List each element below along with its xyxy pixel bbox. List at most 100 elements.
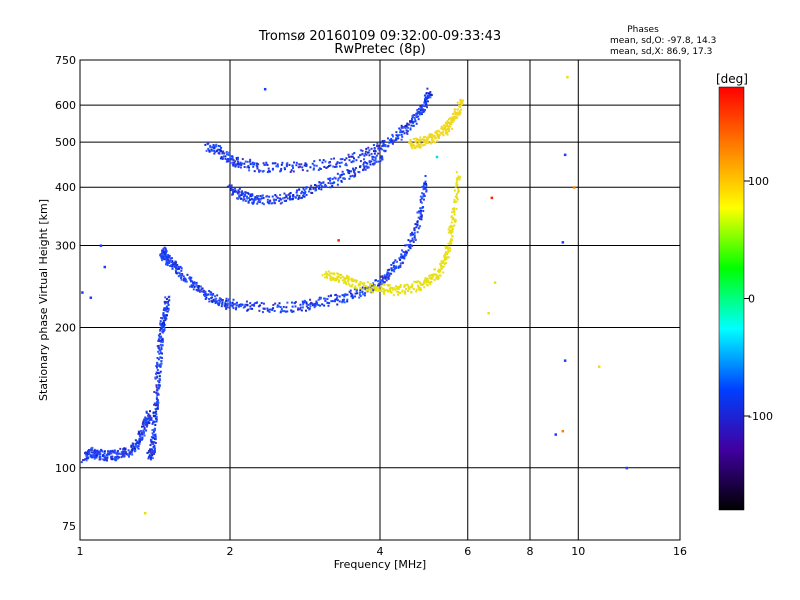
data-point: [271, 162, 274, 165]
data-point: [367, 289, 370, 292]
data-point: [362, 284, 365, 287]
data-point: [417, 115, 420, 118]
data-point: [290, 309, 293, 312]
data-point: [393, 261, 396, 264]
data-point: [131, 453, 134, 456]
data-point: [453, 200, 456, 203]
data-point: [238, 194, 241, 197]
data-point: [266, 307, 269, 310]
data-point: [370, 152, 373, 155]
data-point: [106, 453, 109, 456]
data-point: [457, 175, 460, 178]
data-point: [444, 245, 447, 248]
data-point: [420, 138, 423, 141]
data-point: [189, 285, 192, 288]
data-point: [127, 454, 130, 457]
data-point: [415, 288, 418, 291]
data-point: [326, 298, 329, 301]
data-point: [362, 163, 365, 166]
data-point: [354, 174, 357, 177]
data-point: [84, 452, 87, 455]
data-point: [127, 455, 130, 458]
data-point: [417, 107, 420, 110]
data-point: [419, 107, 422, 110]
data-point: [174, 269, 177, 272]
data-point: [369, 282, 372, 285]
data-point: [288, 197, 291, 200]
data-point: [451, 229, 454, 232]
data-point: [431, 277, 434, 280]
data-point: [246, 166, 249, 169]
data-point: [364, 292, 367, 295]
data-point: [388, 268, 391, 271]
data-point: [330, 278, 333, 281]
data-point: [161, 339, 164, 342]
data-point: [225, 151, 228, 154]
data-point: [387, 272, 390, 275]
data-point: [391, 139, 394, 142]
data-point: [152, 442, 155, 445]
data-point: [422, 195, 425, 198]
data-point: [400, 256, 403, 259]
data-point: [323, 273, 326, 276]
data-point: [420, 214, 423, 217]
data-point: [329, 294, 332, 297]
data-point: [247, 308, 250, 311]
data-point: [405, 288, 408, 291]
data-point: [125, 451, 128, 454]
data-point: [338, 300, 341, 303]
data-point: [101, 455, 104, 458]
data-point: [403, 132, 406, 135]
series-o-f2b: [226, 149, 387, 206]
data-point: [195, 281, 198, 284]
data-point: [234, 308, 237, 311]
data-point: [309, 298, 312, 301]
data-point: [266, 164, 269, 167]
data-point: [391, 288, 394, 291]
data-point: [314, 305, 317, 308]
data-point: [162, 256, 165, 259]
data-point: [180, 267, 183, 270]
data-point: [447, 126, 450, 129]
data-point: [191, 280, 194, 283]
data-point: [454, 195, 457, 198]
data-point: [310, 184, 313, 187]
data-point: [383, 283, 386, 286]
data-point: [159, 253, 162, 256]
data-point: [244, 193, 247, 196]
data-point: [386, 145, 389, 148]
data-point: [354, 292, 357, 295]
data-point: [354, 167, 357, 170]
data-point: [290, 301, 293, 304]
data-point: [456, 183, 459, 186]
data-point: [420, 209, 423, 212]
data-point: [198, 290, 201, 293]
data-point: [406, 130, 409, 133]
data-point: [234, 186, 237, 189]
data-point: [367, 146, 370, 149]
data-point: [266, 309, 269, 312]
data-point: [412, 233, 415, 236]
data-point: [425, 182, 428, 185]
data-point: [124, 448, 127, 451]
data-point: [420, 142, 423, 145]
data-point: [283, 166, 286, 169]
data-point: [155, 384, 158, 387]
data-point: [96, 449, 99, 452]
data-point: [409, 240, 412, 243]
data-point: [413, 114, 416, 117]
data-point: [348, 159, 351, 162]
data-point: [282, 305, 285, 308]
data-point: [416, 145, 419, 148]
data-point: [161, 341, 164, 344]
data-point: [323, 184, 326, 187]
data-point: [289, 170, 292, 173]
data-point: [273, 201, 276, 204]
data-point: [406, 290, 409, 293]
data-point: [115, 452, 118, 455]
data-point: [151, 429, 154, 432]
data-point: [185, 280, 188, 283]
data-point: [286, 301, 289, 304]
data-point: [149, 415, 152, 418]
data-point: [312, 167, 315, 170]
